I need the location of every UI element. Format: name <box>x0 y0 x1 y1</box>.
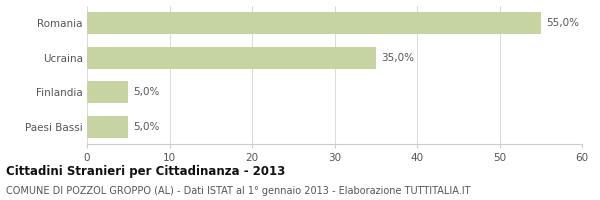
Text: COMUNE DI POZZOL GROPPO (AL) - Dati ISTAT al 1° gennaio 2013 - Elaborazione TUTT: COMUNE DI POZZOL GROPPO (AL) - Dati ISTA… <box>6 186 470 196</box>
Text: 55,0%: 55,0% <box>546 18 579 28</box>
Bar <box>87 47 376 69</box>
Bar <box>87 12 541 34</box>
Text: 5,0%: 5,0% <box>133 87 160 97</box>
Text: 35,0%: 35,0% <box>381 53 414 63</box>
Text: 5,0%: 5,0% <box>133 122 160 132</box>
Text: Cittadini Stranieri per Cittadinanza - 2013: Cittadini Stranieri per Cittadinanza - 2… <box>6 165 285 178</box>
Bar <box>87 81 128 103</box>
Bar <box>87 116 128 138</box>
